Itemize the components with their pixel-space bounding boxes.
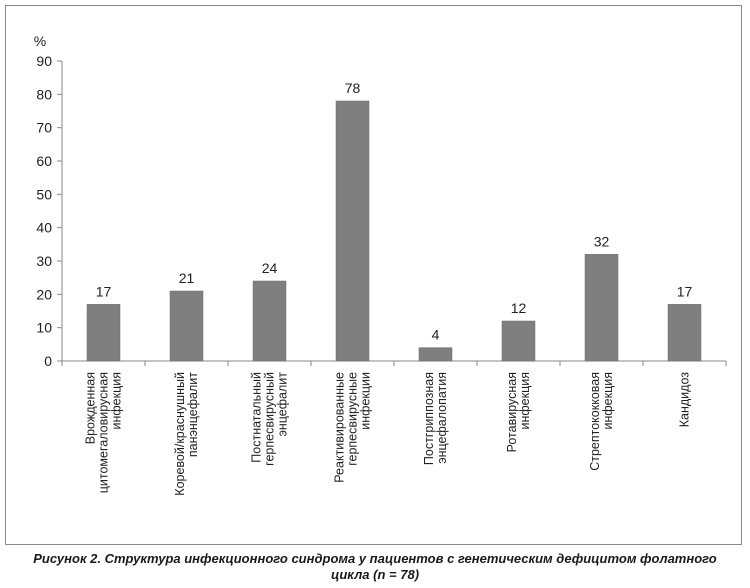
caption-line-1: Рисунок 2. Структура инфекционного синдр… [33,551,717,566]
data-label: 21 [179,270,195,286]
y-tick-label: 40 [36,220,52,236]
data-label: 78 [345,80,361,96]
category-label: инфекции [359,372,373,430]
bar [667,304,702,362]
category-label: Стрептококковая [588,372,602,471]
data-label: 32 [594,233,610,249]
category-label: герпесвирусный [263,372,277,466]
category-label: Врожденная [84,372,98,444]
category-label: Ротавирусная [505,372,519,452]
bar [418,347,453,362]
chart-frame [5,5,742,545]
category-label: герпесвирусные [346,372,360,466]
bar [501,320,536,362]
y-axis-label: % [34,33,46,49]
category-label: панэнцефалит [186,372,200,457]
y-tick-label: 60 [36,153,52,169]
bar-chart: 0 10 20 30 40 50 60 70 80 90% 17 Врожденная цитомега… [34,33,727,496]
y-tick-label: 70 [36,120,52,136]
y-tick-label: 80 [36,86,52,102]
caption-line-2: цикла (n = 78) [330,567,420,582]
category-label: Постгриппозная [422,372,436,465]
category-label: энцефалит [276,372,290,437]
bar [86,304,121,362]
y-tick-label: 90 [36,53,52,69]
category-label: энцефалопатия [435,372,449,464]
y-tick-label: 10 [36,320,52,336]
category-label: Кандидоз [678,372,692,428]
y-tick-label: 20 [36,286,52,302]
data-label: 17 [677,283,693,299]
data-label: 12 [511,300,527,316]
bar [252,280,287,362]
bar [584,254,619,362]
y-tick-label: 50 [36,186,52,202]
category-label: инфекция [601,372,615,430]
category-label: Постнатальный [250,372,264,463]
category-label: Реактивированные [333,372,347,483]
data-label: 17 [96,283,112,299]
category-label: инфекция [518,372,532,430]
category-label: Коревой/краснушный [173,372,187,496]
y-tick-label: 30 [36,253,52,269]
bar [169,290,204,362]
bar [335,100,370,362]
figure-caption: Рисунок 2. Структура инфекционного синдр… [0,551,750,583]
category-label: инфекция [110,372,124,430]
data-label: 4 [432,327,440,343]
data-label: 24 [262,260,278,276]
category-label: цитомегаловирусная [97,372,111,493]
y-tick-label: 0 [44,353,52,369]
